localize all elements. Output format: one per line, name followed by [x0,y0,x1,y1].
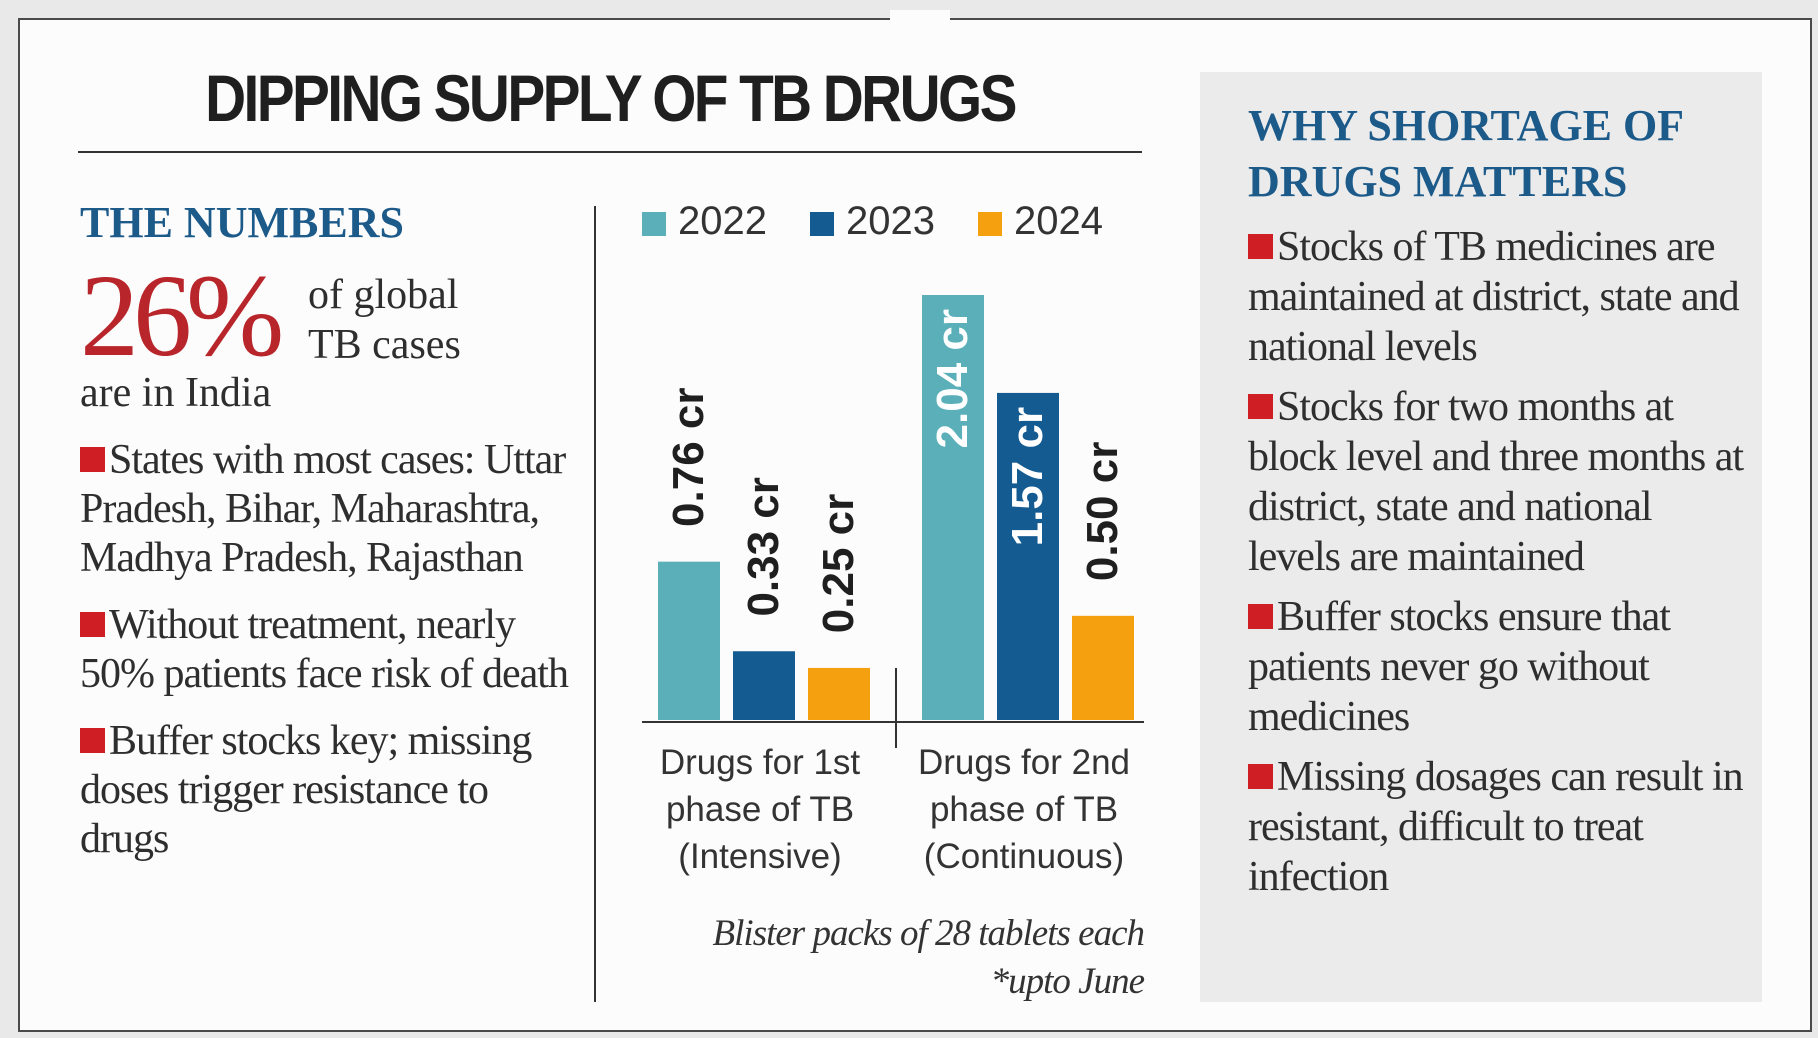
data-label-2023-2: 1.57 cr [1003,407,1052,546]
bar-2023-2 [997,392,1059,720]
big-stat-text-line1: of global [308,272,459,318]
numbers-bullet: Without treatment, nearly 50% patients f… [80,601,580,699]
red-square-bullet-icon [1248,763,1273,789]
legend-swatch-2022 [642,212,666,236]
category-label-2-line1: Drugs for 2nd [918,743,1130,782]
why-bullet-text: Buffer stocks ensure that patients never… [1248,594,1671,740]
numbers-bullet: States with most cases: Uttar Pradesh, B… [80,436,580,583]
red-square-bullet-icon [1248,233,1273,259]
why-bullet: Stocks for two months at block level and… [1248,382,1748,582]
red-square-bullet-icon [80,727,105,753]
category-label-1-line1: Drugs for 1st [660,743,861,782]
big-stat-text: of global TB cases [308,270,461,370]
frame-notch [890,10,950,26]
why-bullet: Stocks of TB medicines are maintained at… [1248,222,1748,372]
numbers-column: THE NUMBERS 26% of global TB cases are i… [80,198,580,864]
legend-swatch-2023 [810,212,834,236]
big-stat-block: 26% of global TB cases [80,256,580,376]
bar-2022-2 [922,295,984,720]
bar-2022-1 [658,561,720,720]
legend-swatch-2024 [978,212,1002,236]
numbers-bullet-text: Without treatment, nearly 50% patients f… [80,602,569,697]
why-bullet: Missing dosages can result in resistant,… [1248,752,1748,902]
why-bullet-text: Stocks of TB medicines are maintained at… [1248,224,1740,370]
red-square-bullet-icon [80,611,105,637]
data-label-2022-1: 0.76 cr [664,388,713,527]
legend-label-2024: 2024 [1014,199,1103,243]
page-title: DIPPING SUPPLY OF TB DRUGS [205,61,1017,135]
chart-caption: Blister packs of 28 tablets each *upto J… [712,913,1145,1002]
why-bullet-text: Stocks for two months at block level and… [1248,384,1744,580]
numbers-bullet-text: Buffer stocks key; missing doses trigger… [80,718,532,862]
legend-label-2023: 2023 [846,199,935,243]
category-label-2-line2: phase of TB [930,790,1118,829]
data-label-2022-2: 2.04 cr [928,309,977,448]
bar-2024-2 [1072,615,1134,720]
big-stat-value: 26% [80,250,284,381]
numbers-heading: THE NUMBERS [80,198,404,247]
why-panel [1200,72,1762,1002]
why-list: Stocks of TB medicines are maintained at… [1248,222,1748,902]
data-label-2023-1: 0.33 cr [739,477,788,616]
why-heading: WHY SHORTAGE OF DRUGS MATTERS [1248,101,1683,206]
big-stat-text-line2: TB cases [308,322,461,368]
data-label-2024-2: 0.50 cr [1078,442,1127,581]
bar-2023-1 [733,651,795,720]
legend-label-2022: 2022 [678,199,767,243]
bar-chart: 2022 2023 2024 0.76 cr 0.33 cr 0.25 cr 2.04 cr… [642,199,1144,876]
category-label-2-line3: (Continuous) [924,837,1124,876]
data-label-2024-1: 0.25 cr [814,494,863,633]
column-divider [594,206,596,1002]
title-rule [78,151,1142,153]
red-square-bullet-icon [1248,393,1273,419]
numbers-bullet: Buffer stocks key; missing doses trigger… [80,717,580,864]
red-square-bullet-icon [1248,603,1273,629]
big-stat-tail: are in India [80,370,272,416]
numbers-bullet-text: States with most cases: Uttar Pradesh, B… [80,437,566,581]
why-bullet: Buffer stocks ensure that patients never… [1248,592,1748,742]
why-bullet-text: Missing dosages can result in resistant,… [1248,754,1744,900]
red-square-bullet-icon [80,446,105,472]
category-label-1-line3: (Intensive) [678,837,841,876]
category-label-1-line2: phase of TB [666,790,854,829]
bar-2024-1 [808,667,870,720]
